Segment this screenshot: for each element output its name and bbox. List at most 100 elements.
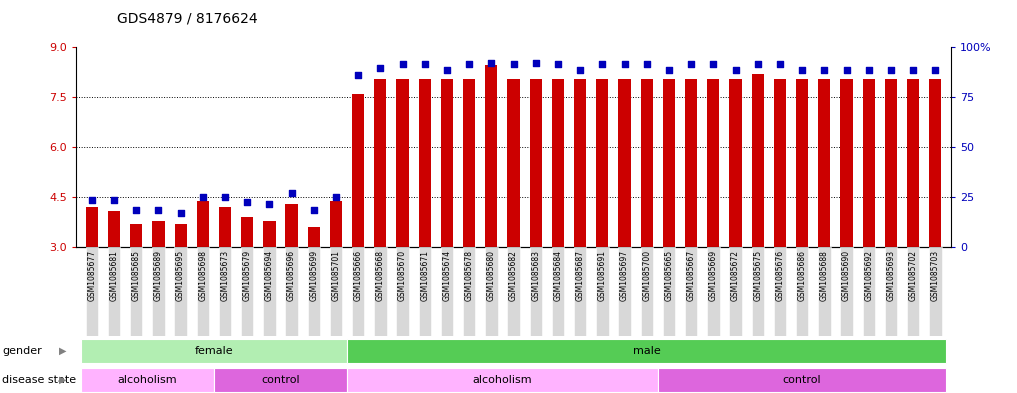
Text: GSM1085696: GSM1085696 xyxy=(287,250,296,301)
Text: GSM1085684: GSM1085684 xyxy=(553,250,562,301)
Point xyxy=(594,61,610,68)
Bar xyxy=(153,247,165,336)
Text: GSM1085678: GSM1085678 xyxy=(465,250,474,301)
Bar xyxy=(552,247,564,336)
Bar xyxy=(153,220,165,247)
Point xyxy=(194,193,211,200)
Text: GSM1085690: GSM1085690 xyxy=(842,250,851,301)
Bar xyxy=(707,247,720,336)
Text: GSM1085675: GSM1085675 xyxy=(754,250,763,301)
Text: GSM1085674: GSM1085674 xyxy=(442,250,452,301)
Bar xyxy=(397,79,409,247)
Bar xyxy=(80,339,347,363)
Bar xyxy=(796,79,809,247)
Bar xyxy=(175,224,187,247)
Point xyxy=(883,67,899,73)
Bar xyxy=(397,247,409,336)
Bar xyxy=(196,247,210,336)
Text: ▶: ▶ xyxy=(59,346,66,356)
Point xyxy=(528,60,544,66)
Point xyxy=(727,67,743,73)
Text: GSM1085691: GSM1085691 xyxy=(598,250,607,301)
Bar xyxy=(729,79,741,247)
Text: ▶: ▶ xyxy=(59,375,66,385)
Text: GSM1085695: GSM1085695 xyxy=(176,250,185,301)
Text: GSM1085692: GSM1085692 xyxy=(864,250,874,301)
Bar xyxy=(214,367,347,392)
Bar xyxy=(485,66,497,247)
Point xyxy=(661,67,677,73)
Bar xyxy=(507,247,520,336)
Bar xyxy=(530,79,542,247)
Text: GSM1085666: GSM1085666 xyxy=(354,250,363,301)
Text: male: male xyxy=(633,346,661,356)
Point xyxy=(372,65,388,71)
Point xyxy=(306,207,322,213)
Bar xyxy=(596,79,608,247)
Bar xyxy=(685,79,698,247)
Bar xyxy=(752,247,764,336)
Bar xyxy=(330,247,342,336)
Bar xyxy=(618,79,631,247)
Bar xyxy=(507,79,520,247)
Point xyxy=(284,190,300,196)
Bar xyxy=(663,79,675,247)
Text: GSM1085682: GSM1085682 xyxy=(510,250,518,301)
Bar xyxy=(530,247,542,336)
Text: GSM1085667: GSM1085667 xyxy=(686,250,696,301)
Text: female: female xyxy=(194,346,233,356)
Point xyxy=(550,61,566,68)
Bar xyxy=(80,367,214,392)
Text: GSM1085676: GSM1085676 xyxy=(776,250,784,301)
Text: GSM1085702: GSM1085702 xyxy=(908,250,917,301)
Point xyxy=(928,67,944,73)
Bar xyxy=(419,79,431,247)
Bar xyxy=(308,227,320,247)
Bar xyxy=(663,247,675,336)
Point xyxy=(261,201,278,207)
Point xyxy=(639,61,655,68)
Bar xyxy=(840,79,852,247)
Point xyxy=(483,60,499,66)
Text: GSM1085686: GSM1085686 xyxy=(797,250,806,301)
Bar xyxy=(286,247,298,336)
Point xyxy=(905,67,921,73)
Text: GSM1085693: GSM1085693 xyxy=(887,250,895,301)
Bar xyxy=(85,247,98,336)
Text: GSM1085700: GSM1085700 xyxy=(643,250,651,301)
Text: disease state: disease state xyxy=(2,375,76,385)
Text: GSM1085687: GSM1085687 xyxy=(576,250,585,301)
Point xyxy=(705,61,721,68)
Bar xyxy=(862,79,875,247)
Point xyxy=(350,72,366,79)
Text: GSM1085683: GSM1085683 xyxy=(531,250,540,301)
Text: control: control xyxy=(261,375,300,385)
Bar xyxy=(596,247,608,336)
Point xyxy=(395,61,411,68)
Text: GSM1085701: GSM1085701 xyxy=(332,250,341,301)
Point xyxy=(239,199,255,205)
Bar xyxy=(862,247,875,336)
Point xyxy=(616,61,633,68)
Bar xyxy=(352,94,364,247)
Bar xyxy=(196,200,208,247)
Bar xyxy=(286,204,298,247)
Bar xyxy=(930,79,942,247)
Bar xyxy=(347,339,947,363)
Point xyxy=(860,67,877,73)
Point xyxy=(151,207,167,213)
Bar xyxy=(907,79,919,247)
Point xyxy=(794,67,811,73)
Bar xyxy=(707,79,719,247)
Text: GDS4879 / 8176624: GDS4879 / 8176624 xyxy=(117,12,257,26)
Bar xyxy=(641,79,653,247)
Bar xyxy=(463,247,475,336)
Point xyxy=(439,67,456,73)
Bar xyxy=(219,207,231,247)
Text: GSM1085681: GSM1085681 xyxy=(110,250,119,301)
Text: GSM1085669: GSM1085669 xyxy=(709,250,718,301)
Text: alcoholism: alcoholism xyxy=(473,375,532,385)
Bar xyxy=(885,79,897,247)
Bar xyxy=(440,247,454,336)
Bar xyxy=(774,79,786,247)
